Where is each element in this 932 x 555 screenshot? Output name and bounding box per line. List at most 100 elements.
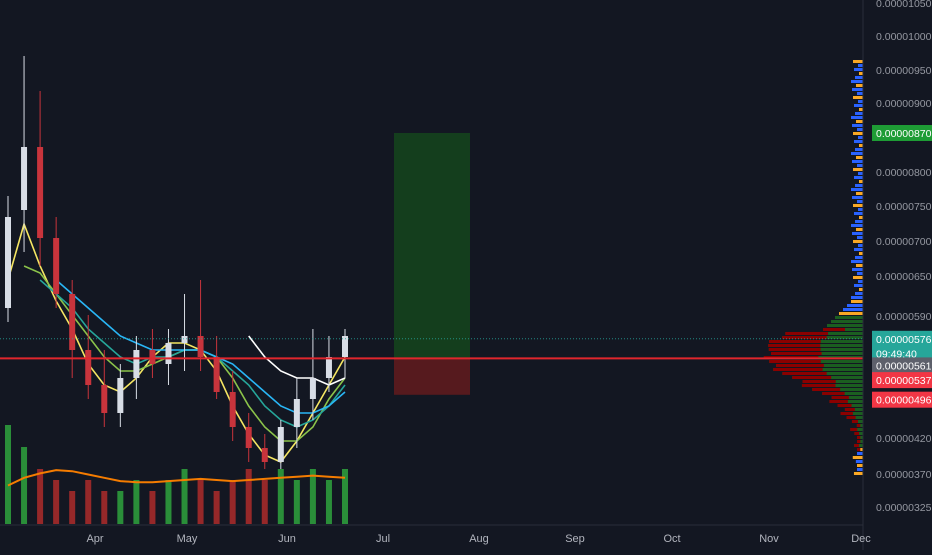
candle-body — [213, 357, 220, 392]
volume-profile-row — [853, 96, 863, 99]
volume-bar — [325, 480, 332, 524]
price-tick-label: 0.00000950 — [876, 65, 932, 77]
price-badge-label: 0.00000870 — [876, 128, 932, 140]
volume-bar — [197, 480, 204, 524]
candle-body — [149, 350, 156, 364]
price-lines — [0, 338, 863, 360]
volume-profile-row — [856, 264, 863, 267]
volume-profile-row — [858, 136, 863, 139]
price-badge — [872, 357, 932, 374]
volume-bar — [342, 469, 348, 524]
price-tick-label: 0.00000370 — [876, 469, 932, 481]
volume-profile-sell-row — [771, 352, 822, 355]
candle-body — [37, 147, 44, 238]
volume-bar — [53, 480, 60, 524]
volume-profile-sell-row — [782, 372, 827, 375]
volume-profile-row — [859, 180, 863, 183]
volume-bar — [213, 491, 220, 524]
volume-profile-row — [851, 80, 863, 83]
volume-bar — [165, 480, 172, 524]
volume-bar — [37, 469, 44, 524]
time-tick-label: Aug — [469, 533, 489, 545]
volume-profile — [763, 60, 863, 475]
volume-profile-row — [856, 84, 863, 87]
volume-profile-sell-row — [857, 440, 861, 443]
volume-profile-sell-row — [769, 360, 821, 363]
candle-body — [165, 343, 172, 364]
volume-profile-row — [857, 236, 863, 239]
candle-body — [85, 350, 92, 385]
price-tick-label: 0.00000700 — [876, 236, 932, 248]
volume-profile-row — [851, 188, 863, 191]
candle-body — [101, 385, 108, 413]
volume-profile-row — [852, 160, 863, 163]
volume-profile-row — [853, 276, 863, 279]
volume-profile-row — [831, 320, 863, 323]
volume-profile-sell-row — [829, 400, 848, 403]
volume-profile-row — [855, 184, 863, 187]
price-tick-label: 0.00000420 — [876, 433, 932, 445]
price-badge — [872, 125, 932, 141]
volume-profile-row — [853, 60, 863, 63]
volume-profile-sell-row — [785, 332, 829, 335]
price-tick-label: 0.00001000 — [876, 31, 932, 43]
volume-profile-row — [857, 128, 863, 131]
volume-profile-row — [858, 100, 863, 103]
volume-profile-row — [853, 168, 863, 171]
candle-body — [229, 392, 236, 427]
volume-bar — [277, 469, 284, 524]
volume-profile-sell-row — [837, 404, 852, 407]
volume-profile-sell-row — [822, 392, 845, 395]
volume-profile-row — [858, 172, 863, 175]
volume-profile-sell-row — [802, 380, 836, 383]
price-tick-label: 0.00000650 — [876, 271, 932, 283]
volume-profile-row — [851, 300, 863, 303]
volume-profile-sell-row — [846, 416, 856, 419]
loss-zone — [394, 358, 470, 395]
moving-average-line — [7, 221, 346, 463]
volume-profile-row — [855, 76, 863, 79]
volume-profile-row — [854, 248, 863, 251]
volume-profile-row — [858, 244, 863, 247]
volume-bar — [101, 491, 108, 524]
volume-profile-sell-row — [844, 408, 855, 411]
volume-profile-row — [858, 280, 863, 283]
volume-profile-row — [857, 452, 863, 455]
volume-bar — [21, 447, 28, 524]
volume-profile-row — [857, 164, 863, 167]
volume-bar — [245, 469, 252, 524]
price-tick-label: 0.00001050 — [876, 0, 932, 10]
volume-profile-row — [853, 204, 863, 207]
volume-profile-row — [851, 296, 863, 299]
volume-profile-row — [855, 292, 863, 295]
time-tick-label: Apr — [86, 533, 103, 545]
volume-profile-sell-row — [856, 424, 861, 427]
volume-bar — [85, 480, 92, 524]
volume-profile-sell-row — [773, 368, 823, 371]
candles — [5, 56, 348, 469]
candle-body — [21, 147, 28, 210]
candle-body — [117, 378, 124, 413]
volume-bar — [293, 480, 300, 524]
candle-body — [133, 350, 140, 378]
candle-body — [277, 427, 284, 462]
volume-profile-sell-row — [840, 412, 853, 415]
volume-profile-row — [855, 460, 863, 463]
volume-profile-sell-row — [769, 340, 821, 343]
volume-profile-sell-row — [857, 436, 861, 439]
price-badge — [872, 391, 932, 408]
volume-profile-row — [835, 316, 863, 319]
volume-profile-row — [843, 308, 863, 311]
volume-profile-row — [859, 108, 863, 111]
volume-profile-row — [857, 92, 863, 95]
time-tick-label: Nov — [759, 533, 779, 545]
time-axis[interactable]: Apr May Jun Jul Aug Sep Oct Nov Dec — [86, 533, 871, 545]
volume-profile-row — [852, 196, 863, 199]
volume-profile-row — [859, 144, 863, 147]
volume-profile-row — [851, 260, 863, 263]
position-tool[interactable] — [394, 133, 470, 395]
volume-profile-row — [859, 252, 863, 255]
volume-bar — [69, 491, 76, 524]
